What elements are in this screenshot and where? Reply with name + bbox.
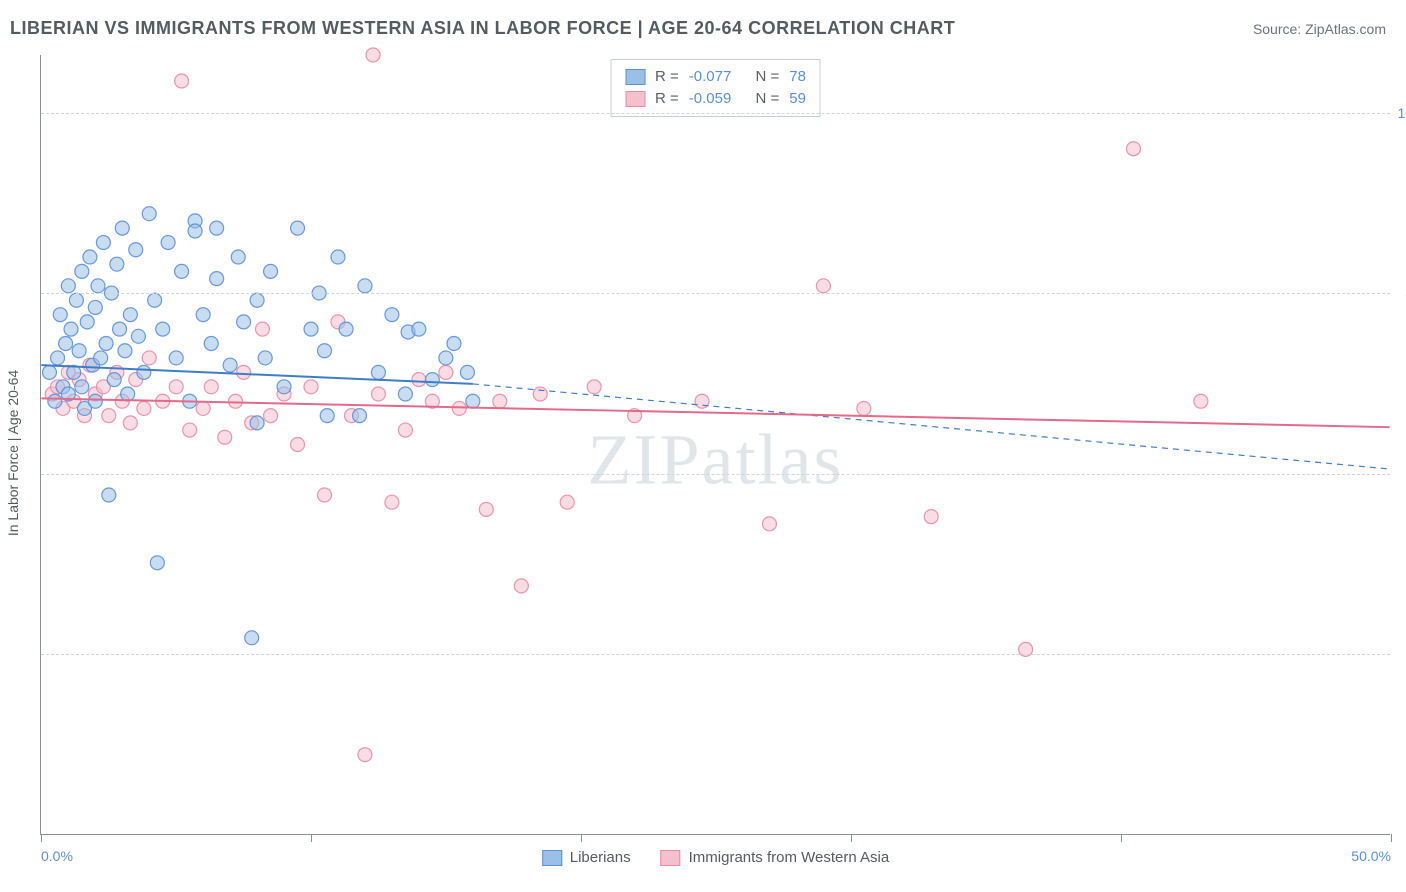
gridline bbox=[41, 113, 1390, 114]
y-tick-label: 75.0% bbox=[1395, 466, 1406, 482]
swatch-series-a bbox=[542, 850, 562, 866]
chart-title: LIBERIAN VS IMMIGRANTS FROM WESTERN ASIA… bbox=[10, 18, 955, 39]
gridline bbox=[41, 293, 1390, 294]
swatch-series-b bbox=[661, 850, 681, 866]
x-tick bbox=[311, 834, 312, 842]
x-tick bbox=[581, 834, 582, 842]
chart-plot-area: In Labor Force | Age 20-64 R = -0.077 N … bbox=[40, 55, 1390, 835]
gridline bbox=[41, 654, 1390, 655]
legend-label-a: Liberians bbox=[570, 849, 631, 866]
x-tick bbox=[851, 834, 852, 842]
series-legend: Liberians Immigrants from Western Asia bbox=[542, 849, 890, 866]
legend-label-b: Immigrants from Western Asia bbox=[689, 849, 890, 866]
y-tick-label: 62.5% bbox=[1395, 646, 1406, 662]
scatter-svg bbox=[41, 55, 1390, 834]
gridline bbox=[41, 474, 1390, 475]
legend-item-a: Liberians bbox=[542, 849, 631, 866]
y-tick-label: 87.5% bbox=[1395, 285, 1406, 301]
x-tick bbox=[1121, 834, 1122, 842]
x-tick-label: 50.0% bbox=[1351, 848, 1391, 864]
legend-item-b: Immigrants from Western Asia bbox=[661, 849, 890, 866]
x-tick bbox=[1391, 834, 1392, 842]
y-tick-label: 100.0% bbox=[1395, 105, 1406, 121]
y-axis-title: In Labor Force | Age 20-64 bbox=[5, 369, 21, 535]
x-tick bbox=[41, 834, 42, 842]
source-attribution: Source: ZipAtlas.com bbox=[1253, 21, 1386, 37]
x-tick-label: 0.0% bbox=[41, 848, 73, 864]
